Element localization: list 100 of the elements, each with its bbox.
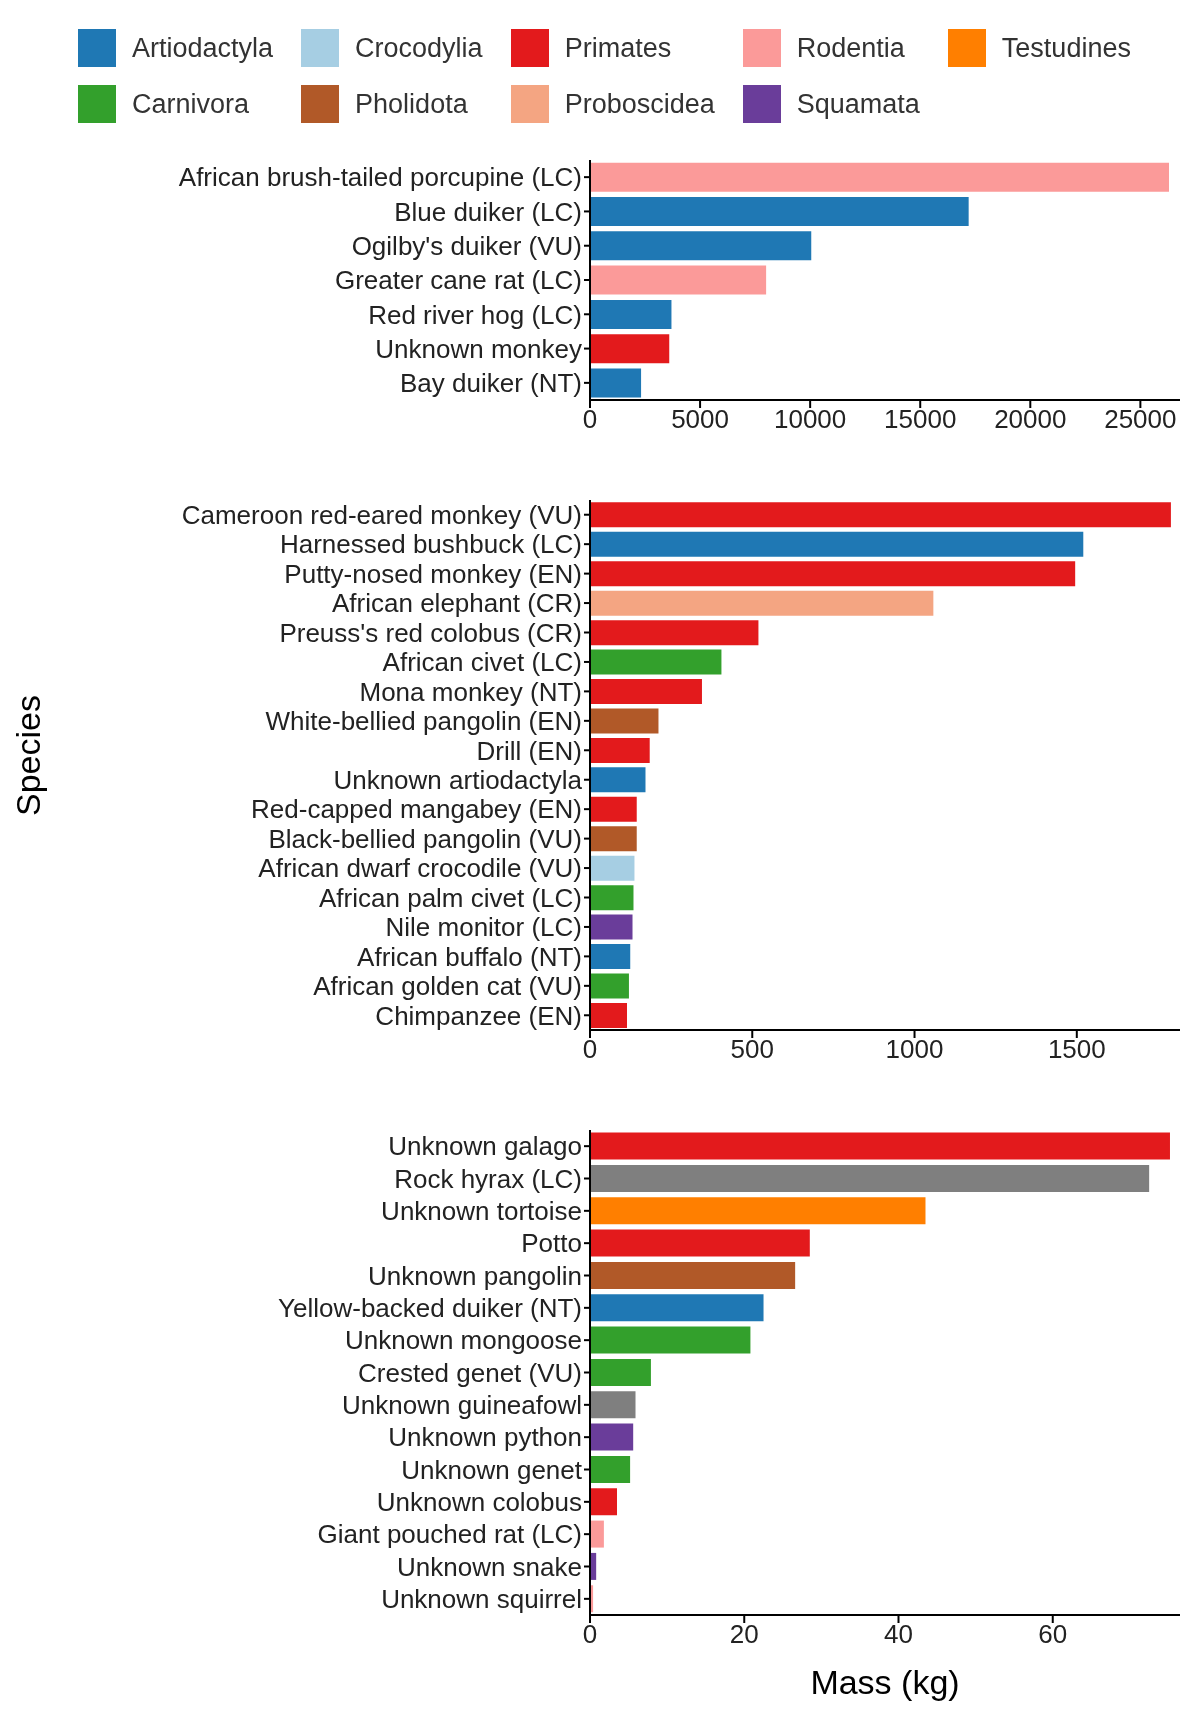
x-tick-label: 500	[730, 1034, 774, 1065]
bar	[590, 1423, 634, 1451]
y-tick-label: Greater cane rat (LC)	[334, 265, 582, 296]
bar	[590, 561, 1076, 587]
y-tick-label: African brush-tailed porcupine (LC)	[178, 162, 582, 193]
y-tick-label: Unknown artiodactyla	[333, 764, 583, 795]
y-tick-label: Red river hog (LC)	[368, 299, 582, 330]
x-tick-label: 40	[884, 1619, 913, 1650]
bar	[590, 944, 631, 970]
y-tick-label: Bay duiker (NT)	[399, 368, 582, 399]
y-tick-label: Nile monitor (LC)	[385, 912, 582, 943]
legend-label: Artiodactyla	[132, 32, 274, 64]
bar	[590, 502, 1171, 528]
bar	[590, 1391, 636, 1419]
bar	[590, 826, 637, 852]
y-tick-label: African palm civet (LC)	[319, 882, 582, 913]
y-tick-label: Rock hyrax (LC)	[394, 1163, 582, 1194]
bar	[590, 368, 642, 398]
bar	[590, 590, 934, 616]
y-tick-label: Yellow-backed duiker (NT)	[278, 1293, 582, 1324]
x-tick-label: 5000	[671, 404, 729, 435]
y-tick-label: African buffalo (NT)	[357, 941, 582, 972]
bar	[590, 1197, 926, 1225]
y-tick-label: Black-bellied pangolin (VU)	[268, 823, 582, 854]
bar	[590, 1132, 1170, 1160]
bar	[590, 1229, 810, 1257]
y-tick-label: Harnessed bushbuck (LC)	[279, 529, 582, 560]
legend-label: Rodentia	[796, 32, 905, 64]
bar	[590, 708, 659, 734]
legend-label: Crocodylia	[355, 32, 483, 64]
legend-label: Testudines	[1001, 32, 1131, 64]
legend-label: Squamata	[796, 88, 920, 120]
bar	[590, 1164, 1150, 1192]
y-tick-label: Unknown pangolin	[368, 1260, 582, 1291]
legend-label: Primates	[564, 32, 672, 64]
bar	[590, 531, 1084, 557]
y-tick-label: Unknown snake	[397, 1551, 582, 1582]
bar	[590, 767, 646, 793]
bar	[590, 1520, 604, 1548]
bar	[590, 885, 634, 911]
bar	[590, 231, 812, 261]
bar	[590, 737, 650, 763]
x-tick-label: 60	[1038, 1619, 1068, 1650]
bar	[590, 679, 702, 705]
bar	[590, 649, 722, 675]
y-tick-label: Cameroon red-eared monkey (VU)	[181, 499, 582, 530]
y-tick-label: Unknown colobus	[376, 1487, 582, 1518]
x-axis-title: Mass (kg)	[810, 1663, 960, 1701]
bar	[590, 1455, 631, 1483]
y-tick-label: African dwarf crocodile (VU)	[258, 853, 582, 884]
x-tick-label: 25000	[1104, 404, 1177, 435]
bar	[590, 1358, 651, 1386]
y-tick-label: Drill (EN)	[476, 735, 582, 766]
bar	[590, 620, 759, 646]
y-tick-label: Unknown genet	[401, 1454, 583, 1485]
y-tick-label: Putty-nosed monkey (EN)	[284, 558, 582, 589]
bar	[590, 914, 633, 940]
y-tick-label: Unknown galago	[388, 1131, 582, 1162]
y-tick-label: Crested genet (VU)	[358, 1357, 582, 1388]
y-axis-title: Species	[8, 694, 48, 816]
legend-label: Proboscidea	[564, 88, 715, 120]
x-tick-label: 10000	[773, 404, 847, 435]
bar	[590, 299, 672, 329]
bar	[590, 796, 637, 822]
y-tick-label: Mona monkey (NT)	[359, 676, 582, 707]
y-tick-label: Red-capped mangabey (EN)	[251, 794, 582, 825]
x-tick-label: 0	[582, 404, 598, 435]
y-tick-label: Blue duiker (LC)	[394, 196, 582, 227]
x-tick-label: 0	[582, 1619, 598, 1650]
bar	[590, 1326, 751, 1354]
bar	[590, 265, 767, 295]
bar	[590, 1294, 764, 1322]
y-tick-label: Unknown guineafowl	[342, 1390, 582, 1421]
x-tick-label: 1500	[1047, 1034, 1106, 1065]
y-tick-label: Potto	[521, 1228, 582, 1259]
x-tick-label: 20000	[994, 404, 1067, 435]
legend-label: Pholidota	[355, 88, 468, 120]
x-tick-label: 0	[582, 1034, 598, 1065]
y-tick-label: Giant pouched rat (LC)	[317, 1519, 582, 1550]
y-tick-label: White-bellied pangolin (EN)	[265, 706, 582, 737]
bar	[590, 162, 1169, 192]
y-tick-label: Ogilby's duiker (VU)	[351, 230, 582, 261]
bar	[590, 1261, 796, 1289]
x-tick-label: 1000	[885, 1034, 944, 1065]
y-tick-label: Unknown tortoise	[381, 1196, 582, 1227]
y-tick-label: Unknown squirrel	[381, 1584, 582, 1615]
bar	[590, 973, 629, 999]
x-tick-label: 20	[729, 1619, 759, 1650]
bar	[590, 855, 635, 881]
y-tick-label: Chimpanzee (EN)	[375, 1000, 582, 1031]
x-tick-label: 15000	[884, 404, 957, 435]
y-tick-label: African golden cat (VU)	[313, 971, 582, 1002]
bar	[590, 1488, 617, 1516]
y-tick-label: Unknown python	[388, 1422, 582, 1453]
bar	[590, 334, 670, 364]
bar	[590, 1002, 627, 1028]
legend-label: Carnivora	[132, 88, 250, 120]
y-tick-label: African elephant (CR)	[332, 588, 582, 619]
y-tick-label: African civet (LC)	[382, 647, 582, 678]
y-tick-label: Preuss's red colobus (CR)	[279, 617, 582, 648]
